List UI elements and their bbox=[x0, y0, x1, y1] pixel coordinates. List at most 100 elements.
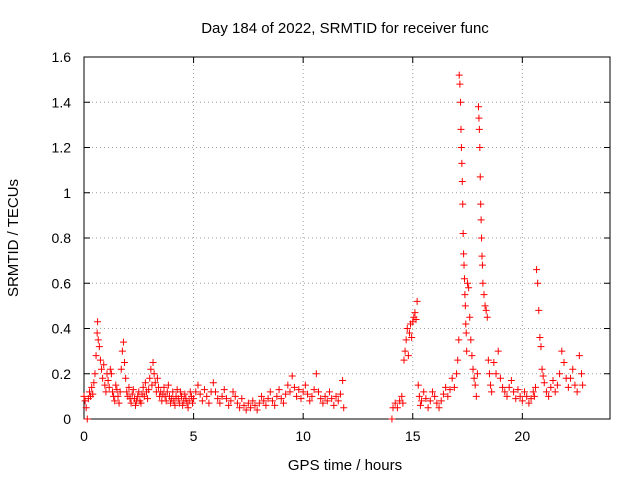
data-point bbox=[428, 388, 436, 396]
data-point bbox=[297, 395, 305, 403]
data-point bbox=[471, 381, 479, 389]
data-point bbox=[534, 279, 542, 287]
data-point bbox=[424, 404, 432, 412]
data-point bbox=[415, 392, 423, 400]
data-point bbox=[530, 392, 538, 400]
y-tick-label: 0.2 bbox=[52, 366, 72, 382]
data-point bbox=[569, 365, 577, 373]
data-point bbox=[477, 200, 485, 208]
data-point bbox=[290, 383, 298, 391]
data-point bbox=[535, 306, 543, 314]
data-point bbox=[556, 370, 564, 378]
y-tick-label: 1.4 bbox=[52, 94, 72, 110]
data-point bbox=[400, 356, 408, 364]
data-point bbox=[540, 379, 548, 387]
data-point bbox=[579, 381, 587, 389]
y-tick-label: 1.2 bbox=[52, 140, 72, 156]
data-point bbox=[222, 395, 230, 403]
data-point bbox=[99, 374, 107, 382]
data-point bbox=[299, 388, 307, 396]
data-point bbox=[462, 329, 470, 337]
data-point bbox=[253, 406, 261, 414]
data-point bbox=[413, 297, 421, 305]
data-point bbox=[275, 386, 283, 394]
data-point bbox=[478, 261, 486, 269]
data-point bbox=[457, 98, 465, 106]
data-point bbox=[478, 234, 486, 242]
data-point bbox=[115, 399, 123, 407]
data-point bbox=[446, 386, 454, 394]
data-point bbox=[212, 388, 219, 396]
data-point bbox=[496, 374, 504, 382]
data-point bbox=[460, 275, 468, 283]
x-tick-label: 10 bbox=[295, 428, 311, 444]
data-point bbox=[477, 216, 485, 224]
data-point bbox=[262, 401, 270, 409]
data-point bbox=[457, 125, 465, 133]
data-point bbox=[505, 383, 513, 391]
data-point bbox=[271, 401, 279, 409]
data-point bbox=[529, 388, 537, 396]
data-point bbox=[323, 397, 331, 405]
y-tick-label: 0 bbox=[63, 411, 71, 427]
data-point bbox=[233, 399, 241, 407]
data-point bbox=[414, 381, 422, 389]
data-point bbox=[531, 383, 539, 391]
data-point bbox=[145, 386, 153, 394]
data-point bbox=[117, 365, 125, 373]
data-point bbox=[388, 415, 396, 423]
y-tick-label: 1 bbox=[63, 185, 71, 201]
data-point bbox=[184, 404, 192, 412]
data-point bbox=[266, 388, 274, 396]
data-point bbox=[227, 397, 235, 405]
data-point bbox=[332, 392, 340, 400]
data-point bbox=[426, 397, 434, 405]
data-point bbox=[146, 374, 154, 382]
data-point bbox=[134, 392, 142, 400]
data-point bbox=[176, 388, 184, 396]
data-point bbox=[437, 397, 445, 405]
data-point bbox=[418, 397, 426, 405]
data-point bbox=[247, 404, 255, 412]
y-tick-label: 0.6 bbox=[52, 275, 72, 291]
data-point bbox=[485, 370, 493, 378]
plot-frame bbox=[83, 56, 611, 420]
data-point bbox=[481, 302, 489, 310]
data-point bbox=[288, 372, 296, 380]
data-point bbox=[102, 388, 110, 396]
data-point bbox=[433, 399, 441, 407]
data-points bbox=[80, 71, 587, 423]
data-point bbox=[89, 390, 97, 398]
data-point bbox=[304, 390, 312, 398]
data-point bbox=[404, 352, 412, 360]
data-point bbox=[258, 392, 266, 400]
data-point bbox=[268, 397, 276, 405]
data-point bbox=[95, 343, 103, 351]
data-point bbox=[514, 386, 522, 394]
data-point bbox=[465, 284, 473, 292]
data-point bbox=[114, 392, 122, 400]
data-point bbox=[225, 401, 233, 409]
data-point bbox=[229, 388, 237, 396]
data-point bbox=[179, 401, 187, 409]
data-point bbox=[536, 334, 544, 342]
data-point bbox=[251, 401, 259, 409]
data-point bbox=[538, 365, 546, 373]
data-point bbox=[203, 392, 211, 400]
data-point bbox=[422, 395, 430, 403]
data-point bbox=[462, 320, 470, 328]
data-point bbox=[448, 374, 456, 382]
data-point bbox=[488, 388, 496, 396]
data-point bbox=[205, 399, 213, 407]
data-point bbox=[553, 381, 561, 389]
data-point bbox=[286, 388, 294, 396]
data-point bbox=[403, 325, 411, 332]
data-point bbox=[150, 370, 158, 378]
x-tick-label: 20 bbox=[515, 428, 531, 444]
data-point bbox=[162, 397, 170, 405]
data-point bbox=[284, 381, 292, 389]
data-point bbox=[98, 365, 106, 373]
data-point bbox=[401, 347, 409, 355]
data-point bbox=[105, 383, 113, 391]
data-point bbox=[194, 381, 202, 389]
